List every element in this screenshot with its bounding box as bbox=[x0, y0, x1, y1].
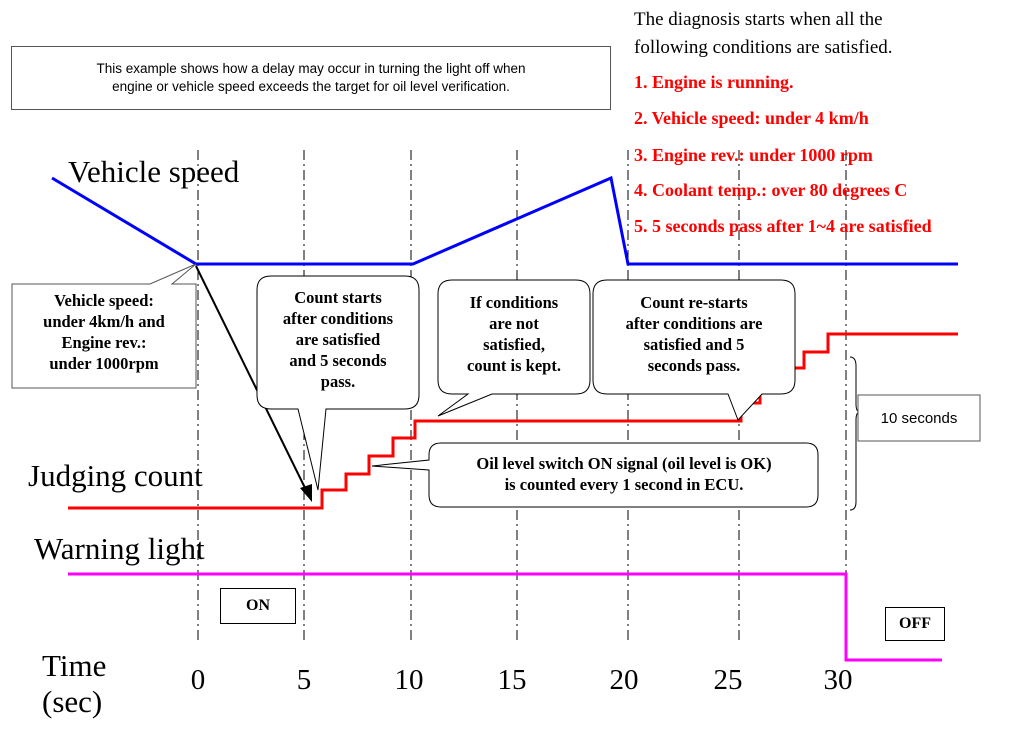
warning-light-label: Warning light bbox=[34, 531, 205, 566]
oil-signal-line: Oil level switch ON signal (oil level is… bbox=[476, 454, 772, 473]
delay-note-box: This example shows how a delay may occur… bbox=[11, 46, 611, 110]
conditions-intro-line2: following conditions are satisfied. bbox=[634, 37, 893, 58]
count-starts-line: Count starts bbox=[294, 288, 382, 307]
time-tick-15: 15 bbox=[497, 664, 527, 696]
time-tick-25: 25 bbox=[713, 664, 743, 696]
oil-signal-callout bbox=[371, 442, 819, 508]
ten-seconds-label: 10 seconds bbox=[880, 409, 958, 427]
condition-item-2: 2. Vehicle speed: under 4 km/h bbox=[634, 108, 869, 128]
count-starts-callout bbox=[256, 275, 420, 491]
time-axis-label-line2: (sec) bbox=[42, 684, 103, 719]
time-tick-5: 5 bbox=[296, 664, 312, 696]
count-kept-line: are not bbox=[489, 314, 539, 333]
conditions-intro-line1: The diagnosis starts when all the bbox=[634, 9, 883, 30]
conditions-intro: The diagnosis starts when all the follow… bbox=[634, 6, 893, 62]
judging-count-trace bbox=[68, 332, 958, 510]
oil-signal-text: Oil level switch ON signal (oil level is… bbox=[431, 453, 817, 495]
time-tick-10: 10 bbox=[394, 664, 424, 696]
count-restarts-line: satisfied and 5 bbox=[643, 335, 745, 354]
count-starts-line: pass. bbox=[320, 372, 356, 391]
count-kept-text: If conditions are not satisfied, count i… bbox=[440, 292, 588, 376]
count-kept-callout bbox=[437, 279, 591, 417]
count-starts-text: Count starts after conditions are satisf… bbox=[258, 287, 418, 392]
condition-item-4: 4. Coolant temp.: over 80 degrees C bbox=[634, 180, 908, 200]
note-line2: engine or vehicle speed exceeds the targ… bbox=[112, 79, 510, 94]
speed-condition-line: under 4km/h and bbox=[43, 312, 165, 331]
count-restarts-callout bbox=[592, 279, 796, 421]
count-starts-line: after conditions bbox=[282, 309, 394, 328]
count-start-arrow bbox=[195, 265, 312, 502]
count-kept-line: If conditions bbox=[469, 293, 559, 312]
count-restarts-line: after conditions are bbox=[625, 314, 763, 333]
count-restarts-line: Count re-starts bbox=[640, 293, 748, 312]
warning-light-trace bbox=[68, 572, 942, 662]
time-tick-20: 20 bbox=[609, 664, 639, 696]
count-starts-line: and 5 seconds bbox=[289, 351, 387, 370]
condition-item-1: 1. Engine is running. bbox=[634, 72, 794, 92]
light-on-badge: ON bbox=[220, 588, 296, 624]
speed-condition-text: Vehicle speed: under 4km/h and Engine re… bbox=[14, 290, 194, 374]
time-axis-label-line1: Time bbox=[42, 648, 107, 683]
count-kept-line: count is kept. bbox=[467, 356, 561, 375]
time-tick-0: 0 bbox=[190, 664, 206, 696]
count-restarts-text: Count re-starts after conditions are sat… bbox=[594, 292, 794, 376]
count-kept-line: satisfied, bbox=[483, 335, 545, 354]
light-off-badge: OFF bbox=[885, 607, 945, 641]
vehicle-speed-trace bbox=[51, 175, 958, 266]
vehicle-speed-label: Vehicle speed bbox=[68, 154, 240, 189]
oil-signal-line: is counted every 1 second in ECU. bbox=[504, 475, 744, 494]
speed-condition-line: Vehicle speed: bbox=[54, 291, 154, 310]
condition-item-3: 3. Engine rev.: under 1000 rpm bbox=[634, 145, 873, 165]
time-tick-30: 30 bbox=[823, 664, 853, 696]
time-axis-label: Time (sec) bbox=[42, 648, 106, 720]
note-line1: This example shows how a delay may occur… bbox=[96, 61, 526, 76]
condition-item-5: 5. 5 seconds pass after 1~4 are satisfie… bbox=[634, 216, 932, 236]
count-restarts-line: seconds pass. bbox=[647, 356, 741, 375]
count-starts-line: are satisfied bbox=[295, 330, 381, 349]
judging-count-label: Judging count bbox=[28, 458, 203, 493]
ten-seconds-bracket bbox=[849, 356, 981, 511]
speed-condition-line: Engine rev.: bbox=[61, 333, 147, 352]
speed-condition-callout bbox=[11, 263, 197, 389]
speed-condition-line: under 1000rpm bbox=[49, 354, 159, 373]
